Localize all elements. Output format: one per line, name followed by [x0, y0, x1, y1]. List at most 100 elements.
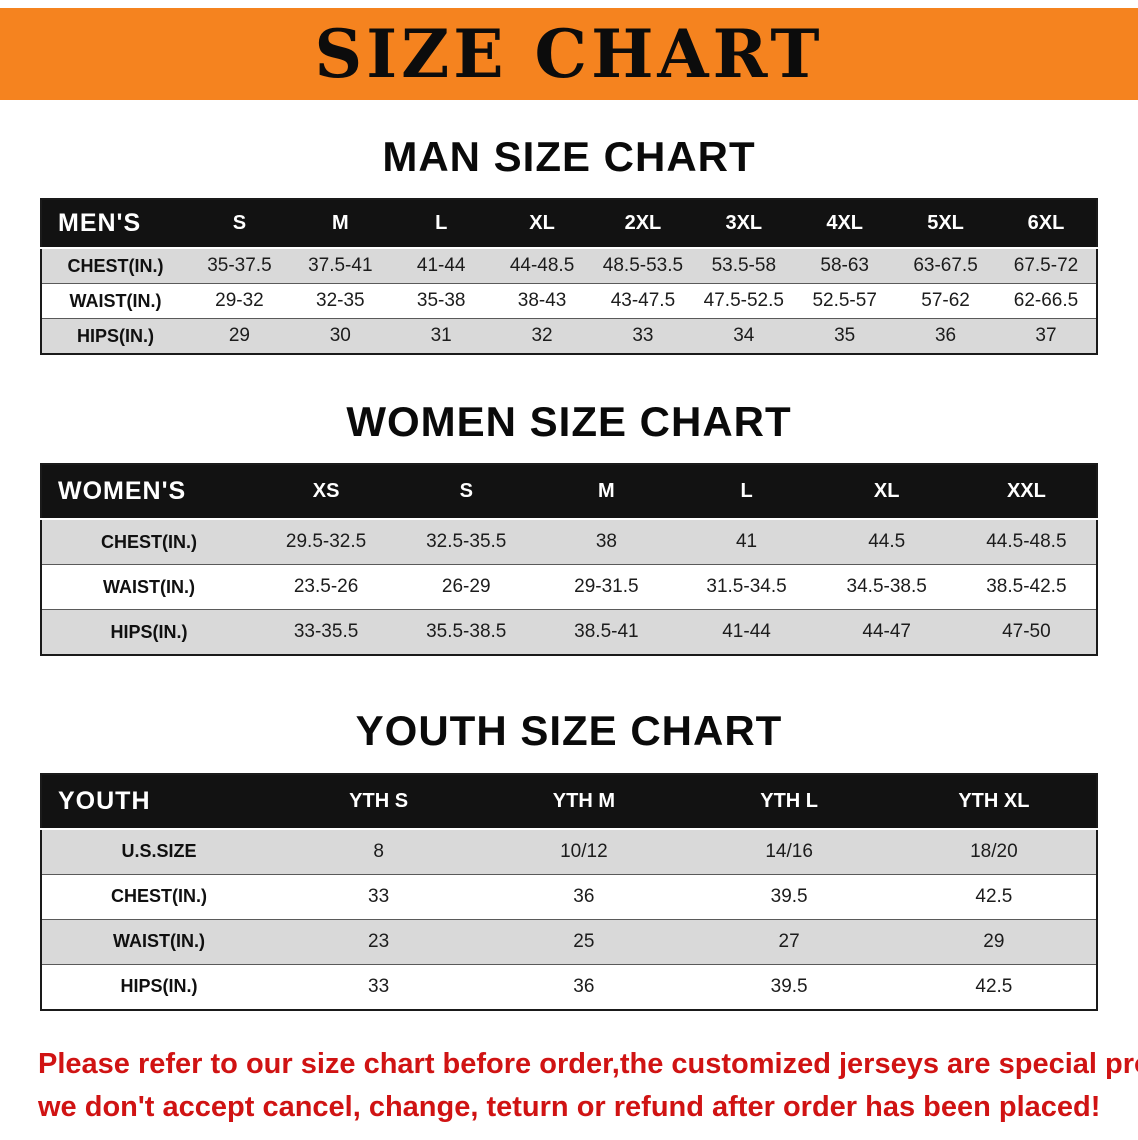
- value-cell: 58-63: [820, 255, 869, 277]
- size-header-cell: YTH XL: [891, 773, 1097, 830]
- value-cell: 41-44: [722, 621, 771, 643]
- youth-size-table: YOUTH YTH S YTH M YTH L YTH XL U.S.SIZE 8 10/12…: [40, 772, 1098, 1011]
- banner: SIZE CHART: [0, 8, 1138, 100]
- row-label-cell: HIPS(IN.): [110, 621, 188, 642]
- value-cell: 39.5: [770, 975, 808, 997]
- value-cell: 25: [573, 930, 595, 952]
- value-cell: 10/12: [560, 840, 608, 862]
- value-cell: 23.5-26: [293, 576, 359, 598]
- value-cell: 36: [573, 885, 595, 907]
- value-cell: 23: [368, 930, 390, 952]
- men-section-heading: MAN SIZE CHART: [382, 133, 756, 180]
- value-cell: 37.5-41: [308, 255, 373, 277]
- order-notice: Please refer to our size chart before or…: [38, 1043, 1138, 1130]
- value-cell: 32.5-35.5: [426, 531, 507, 553]
- value-cell: 32: [531, 325, 553, 347]
- row-label-cell: WAIST(IN.): [103, 576, 195, 597]
- page-title: SIZE CHART: [314, 15, 824, 93]
- value-cell: 52.5-57: [812, 290, 877, 312]
- value-cell: 35-38: [416, 290, 466, 312]
- measurement-row: U.S.SIZE 8 10/12 14/16 18/20: [41, 828, 1097, 875]
- value-cell: 33-35.5: [293, 621, 359, 643]
- value-cell: 41-44: [416, 255, 466, 277]
- measurement-row: HIPS(IN.) 29 30 31 32 33 34 35 36 37: [41, 318, 1097, 355]
- size-header-cell: M: [536, 464, 677, 521]
- row-label-cell: CHEST(IN.): [101, 531, 197, 552]
- section-men: MAN SIZE CHART MEN'S S M L XL 2XL 3XL 4XL 5XL 6XL…: [0, 133, 1138, 356]
- row-label-cell: HIPS(IN.): [76, 325, 154, 346]
- size-header-cell: L: [676, 464, 817, 521]
- measurement-row: HIPS(IN.) 33 36 39.5 42.5: [41, 964, 1097, 1010]
- size-header-cell: 2XL: [592, 199, 694, 250]
- value-cell: 43-47.5: [610, 290, 676, 312]
- value-cell: 29-32: [215, 290, 264, 312]
- measurement-row: CHEST(IN.) 33 36 39.5 42.5: [41, 874, 1097, 920]
- value-cell: 29.5-32.5: [285, 531, 367, 553]
- size-header-cell: XL: [491, 199, 593, 250]
- row-label-cell: WAIST(IN.): [69, 290, 162, 311]
- women-section-heading: WOMEN SIZE CHART: [346, 398, 792, 446]
- size-header-cell: L: [390, 199, 492, 250]
- value-cell: 44-47: [862, 621, 911, 643]
- value-cell: 36: [934, 325, 957, 347]
- notice-line-2: we don't accept cancel, change, teturn o…: [38, 1091, 1101, 1124]
- size-header-cell: YTH S: [276, 773, 482, 830]
- table-title-cell: WOMEN'S: [41, 464, 256, 521]
- value-cell: 47-50: [1002, 621, 1051, 643]
- size-header-row: MEN'S S M L XL 2XL 3XL 4XL 5XL 6XL: [41, 199, 1097, 250]
- value-cell: 27: [778, 930, 800, 952]
- value-cell: 35-37.5: [207, 255, 272, 277]
- row-label-cell: HIPS(IN.): [120, 976, 198, 997]
- men-size-table: MEN'S S M L XL 2XL 3XL 4XL 5XL 6XL CHEST(IN.) 35-37…: [40, 198, 1098, 356]
- value-cell: 8: [373, 840, 384, 862]
- value-cell: 38: [595, 531, 617, 553]
- value-cell: 31: [430, 325, 452, 347]
- value-cell: 42.5: [975, 885, 1013, 907]
- value-cell: 31.5-34.5: [706, 576, 787, 598]
- value-cell: 26-29: [441, 576, 491, 598]
- value-cell: 33: [368, 885, 390, 907]
- size-header-cell: 3XL: [693, 199, 795, 250]
- value-cell: 34.5-38.5: [846, 576, 927, 598]
- value-cell: 34: [733, 325, 755, 347]
- measurement-row: WAIST(IN.) 23.5-26 26-29 29-31.5 31.5-34.5 34…: [41, 564, 1097, 610]
- value-cell: 30: [329, 325, 351, 347]
- value-cell: 38.5-41: [574, 621, 639, 643]
- section-youth: YOUTH SIZE CHART YOUTH YTH S YTH M YTH L YTH…: [0, 708, 1138, 1011]
- value-cell: 35.5-38.5: [426, 621, 507, 643]
- value-cell: 67.5-72: [1013, 255, 1079, 277]
- value-cell: 63-67.5: [913, 255, 978, 277]
- measurement-row: CHEST(IN.) 35-37.5 37.5-41 41-44 44-48.5 48.5…: [41, 248, 1097, 284]
- value-cell: 57-62: [921, 290, 970, 312]
- value-cell: 37: [1035, 325, 1057, 347]
- value-cell: 62-66.5: [1013, 290, 1079, 312]
- measurement-row: CHEST(IN.) 29.5-32.5 32.5-35.5 38 41 44.5 44.5…: [41, 519, 1097, 565]
- value-cell: 38.5-42.5: [986, 576, 1067, 598]
- row-label-cell: CHEST(IN.): [111, 886, 207, 907]
- value-cell: 38-43: [517, 290, 567, 312]
- row-label-cell: WAIST(IN.): [113, 931, 205, 952]
- size-header-row: WOMEN'S XS S M L XL XXL: [41, 464, 1097, 521]
- size-header-cell: 5XL: [895, 199, 996, 250]
- size-header-row: YOUTH YTH S YTH M YTH L YTH XL: [41, 773, 1097, 830]
- value-cell: 18/20: [970, 840, 1018, 862]
- value-cell: 53.5-58: [711, 255, 777, 277]
- value-cell: 29-31.5: [574, 576, 639, 598]
- section-women: WOMEN SIZE CHART WOMEN'S XS S M L XL XXL CHEST(…: [0, 398, 1138, 657]
- size-header-cell: S: [189, 199, 290, 250]
- value-cell: 35: [834, 325, 856, 347]
- row-label-cell: CHEST(IN.): [67, 255, 164, 276]
- measurement-row: WAIST(IN.) 23 25 27 29: [41, 919, 1097, 965]
- size-header-cell: XL: [816, 464, 957, 521]
- table-title-cell: YOUTH: [41, 773, 276, 830]
- size-header-cell: S: [396, 464, 537, 521]
- women-size-table: WOMEN'S XS S M L XL XXL CHEST(IN.) 29.5-32.5 32.5…: [40, 463, 1098, 657]
- size-header-cell: 4XL: [794, 199, 896, 250]
- value-cell: 44-48.5: [509, 255, 575, 277]
- notice-line-1: Please refer to our size chart before or…: [38, 1047, 1138, 1080]
- measurement-row: WAIST(IN.) 29-32 32-35 35-38 38-43 43-47.5 47.…: [41, 283, 1097, 319]
- size-header-cell: 6XL: [996, 199, 1097, 250]
- table-title-cell: MEN'S: [41, 199, 189, 250]
- size-header-cell: M: [289, 199, 391, 250]
- value-cell: 36: [573, 975, 595, 997]
